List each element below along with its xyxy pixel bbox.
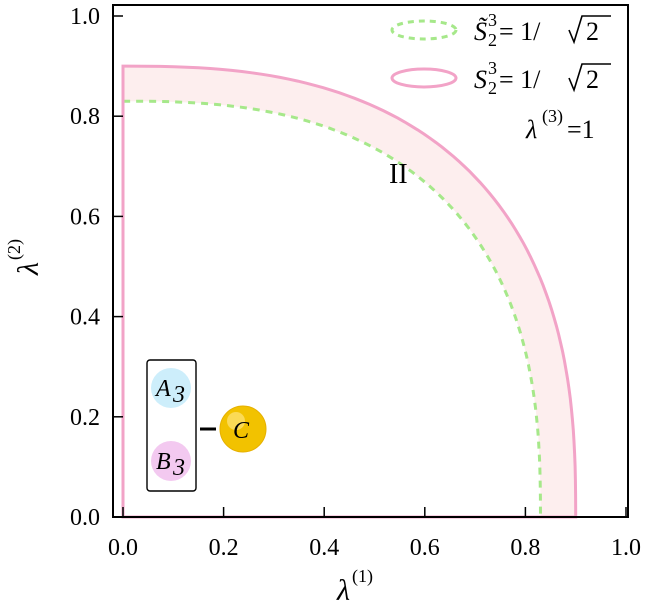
condition-rhs: =1 bbox=[567, 115, 595, 144]
y-tick-label: 0.6 bbox=[70, 204, 100, 230]
y-tick-label: 1.0 bbox=[70, 4, 100, 30]
y-axis-label: λ bbox=[12, 262, 45, 276]
axis-tick-labels: 0.0 0.2 0.4 0.6 0.8 1.0 0.0 0.2 0.4 0.6 0.8 1.0 bbox=[70, 4, 641, 561]
x-tick-label: 0.2 bbox=[209, 535, 239, 561]
inset-b-circle bbox=[151, 441, 191, 481]
series-solid-curve bbox=[121, 64, 578, 519]
y-tick-label: 0.0 bbox=[70, 505, 100, 531]
legend-entry2-radical bbox=[568, 63, 611, 93]
region-band bbox=[123, 66, 576, 517]
condition-sup: (3) bbox=[542, 106, 563, 127]
condition-lambda: λ bbox=[525, 115, 537, 144]
legend-entry1-radicand: 2 bbox=[586, 17, 599, 46]
y-tick-label: 0.4 bbox=[70, 305, 100, 331]
inset-b-sub: 3 bbox=[172, 455, 185, 481]
plot-frame bbox=[112, 4, 629, 518]
legend-entry2-radicand: 2 bbox=[586, 65, 599, 94]
y-tick-label: 0.8 bbox=[70, 104, 100, 130]
inset-c-highlight bbox=[227, 412, 245, 430]
inset-b-label: B bbox=[156, 449, 171, 475]
legend-entry1-rhs: = 1/ bbox=[499, 17, 541, 46]
legend-solid-swatch bbox=[390, 67, 458, 89]
region-label: II bbox=[389, 159, 408, 190]
series-dashed-curve bbox=[121, 99, 543, 519]
y-axis-label-sup: (2) bbox=[4, 239, 25, 260]
x-tick-label: 0.8 bbox=[510, 535, 540, 561]
y-tick-label: 0.2 bbox=[70, 405, 100, 431]
legend-entry1-radical bbox=[568, 15, 611, 45]
legend-entry1-sub: 2 bbox=[488, 30, 497, 50]
inset-diagram: A 3 B 3 C bbox=[146, 359, 267, 492]
legend-entry1-symbol: S̃ bbox=[474, 17, 488, 46]
legend-entry2-sub: 2 bbox=[488, 78, 497, 98]
axis-ticks bbox=[113, 15, 627, 518]
x-tick-label: 0.6 bbox=[410, 535, 440, 561]
x-axis-label-sup: (1) bbox=[352, 566, 373, 587]
legend-entry2-sup: 3 bbox=[488, 58, 497, 78]
inset-a-sub: 3 bbox=[172, 382, 185, 408]
x-axis-label: λ bbox=[336, 574, 350, 607]
legend-entry1-sup: 3 bbox=[488, 10, 497, 30]
legend-dashed-swatch bbox=[390, 19, 458, 41]
legend-entry2-rhs: = 1/ bbox=[499, 65, 541, 94]
inset-a-label: A bbox=[154, 376, 171, 402]
inset-a-circle bbox=[151, 368, 191, 408]
x-tick-label: 0.0 bbox=[108, 535, 138, 561]
x-tick-label: 0.4 bbox=[309, 535, 339, 561]
inset-c-label: C bbox=[233, 418, 250, 444]
legend-entry2-symbol: S bbox=[474, 65, 487, 94]
x-tick-label: 1.0 bbox=[611, 535, 641, 561]
